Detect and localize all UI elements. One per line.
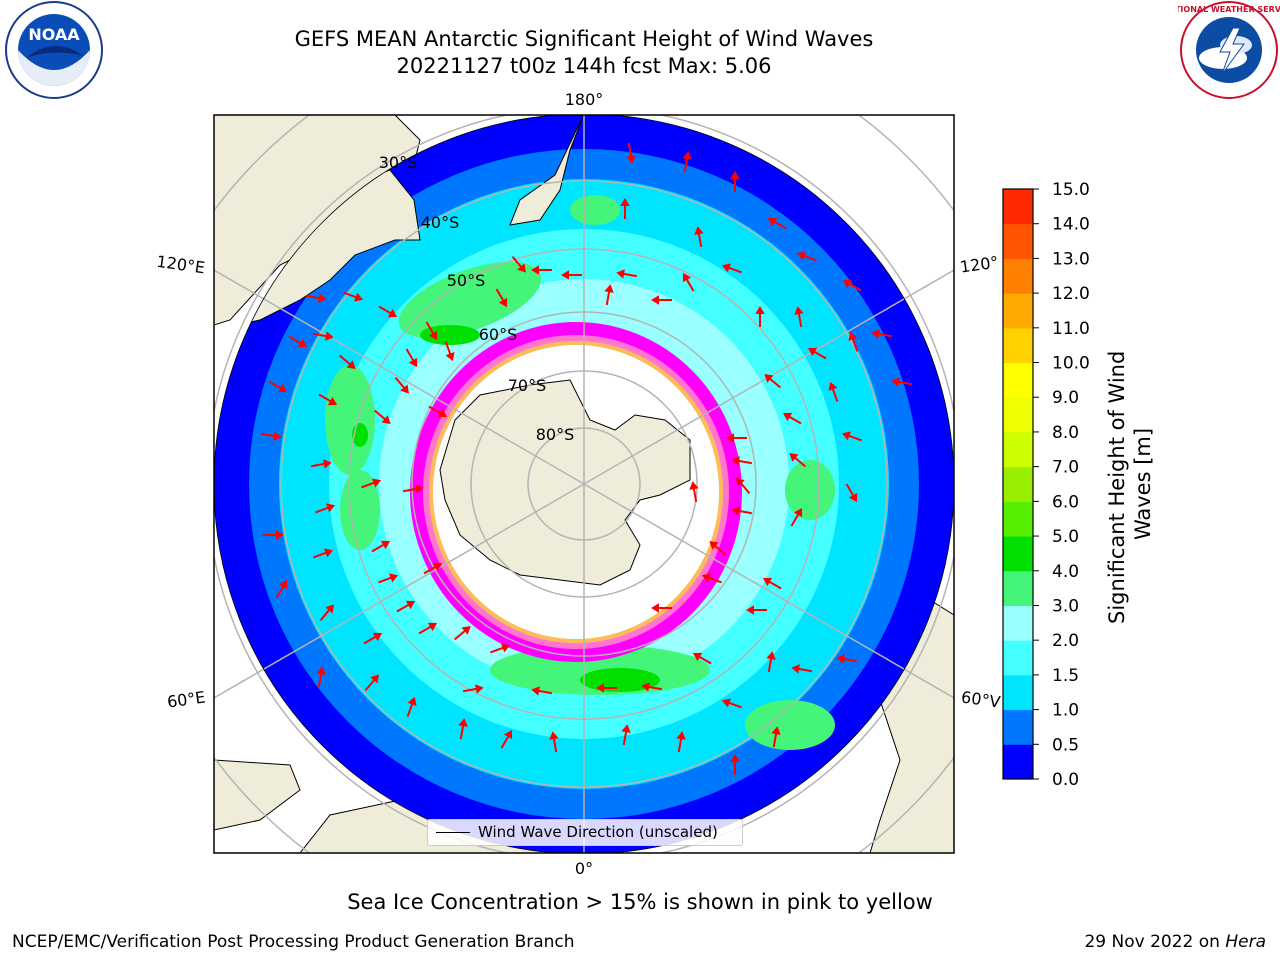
colorbar-tick-label: 5.0	[1052, 527, 1079, 547]
colorbar-label: Significant Height of Wind Waves [m]	[1105, 344, 1155, 624]
colorbar-segment	[1003, 640, 1033, 676]
colorbar-tick-label: 4.0	[1052, 562, 1079, 582]
colorbar-segment	[1003, 570, 1033, 606]
colorbar: 0.0 0.5 1.0 1.5 2.0 3.0 4.0 5.0 6.0 7.0 8.0 9.0 10.0…	[1002, 180, 1090, 790]
colorbar-segment	[1003, 397, 1033, 433]
colorbar-segment	[1003, 327, 1033, 364]
colorbar-tick-label: 0.0	[1052, 770, 1079, 790]
colorbar-segment	[1003, 189, 1033, 225]
colorbar-tick-label: 7.0	[1052, 458, 1079, 478]
colorbar-tick-label: 11.0	[1052, 319, 1090, 339]
lon-label-60e: 60°E	[166, 687, 207, 711]
colorbar-tick-label: 1.5	[1052, 666, 1079, 686]
colorbar-segment	[1003, 223, 1033, 259]
lat-label-60s: 60°S	[479, 325, 518, 344]
colorbar-tick-label: 12.0	[1052, 284, 1090, 304]
colorbar-segment	[1003, 431, 1033, 468]
chart-subtitle: 20221127 t00z 144h fcst Max: 5.06	[396, 54, 772, 78]
colorbar-tick-label: 10.0	[1052, 354, 1090, 374]
lon-label-0: 0°	[575, 859, 593, 878]
colorbar-segment	[1003, 466, 1033, 502]
lon-label-120e: 120°E	[155, 252, 206, 278]
colorbar-tick-label: 14.0	[1052, 215, 1090, 235]
colorbar-segment	[1003, 605, 1033, 641]
svg-text:NATIONAL WEATHER SERVICE: NATIONAL WEATHER SERVICE	[1178, 5, 1280, 14]
legend: Wind Wave Direction (unscaled)	[427, 819, 743, 846]
colorbar-segment	[1003, 293, 1033, 329]
colorbar-frame	[1002, 188, 1034, 780]
lon-label-120w: 120°	[959, 252, 1000, 276]
sea-ice-note: Sea Ice Concentration > 15% is shown in …	[347, 890, 933, 914]
colorbar-tick-label: 1.0	[1052, 701, 1079, 721]
colorbar-segment	[1003, 709, 1033, 745]
lat-label-70s: 70°S	[508, 376, 547, 395]
colorbar-tick-label: 2.0	[1052, 631, 1079, 651]
footer-credit: NCEP/EMC/Verification Post Processing Pr…	[12, 932, 575, 952]
footer-date-text: 29 Nov 2022 on	[1084, 932, 1226, 952]
chart-title: GEFS MEAN Antarctic Significant Height o…	[294, 27, 874, 51]
footer-date: 29 Nov 2022 on Hera	[1084, 932, 1266, 952]
colorbar-tick-label: 8.0	[1052, 423, 1079, 443]
colorbar-tick-label: 3.0	[1052, 596, 1079, 616]
wind-wave-arrows	[260, 142, 913, 775]
svg-text:NOAA: NOAA	[28, 25, 80, 44]
colorbar-tick-label: 9.0	[1052, 388, 1079, 408]
colorbar-tick-label: 13.0	[1052, 249, 1090, 269]
colorbar-segment	[1003, 362, 1033, 398]
colorbar-segment	[1003, 536, 1033, 572]
legend-label: Wind Wave Direction (unscaled)	[478, 823, 718, 841]
colorbar-segment	[1003, 744, 1033, 780]
colorbar-segment	[1003, 501, 1033, 537]
lat-label-80s: 80°S	[536, 425, 575, 444]
colorbar-tick-label: 15.0	[1052, 180, 1090, 200]
nws-logo-icon: NATIONAL WEATHER SERVICE	[1178, 1, 1280, 99]
colorbar-tick-label: 6.0	[1052, 492, 1079, 512]
colorbar-segment	[1003, 674, 1033, 711]
lon-label-180: 180°	[565, 90, 604, 109]
lon-label-60w: 60°V	[960, 687, 1002, 711]
legend-line-icon	[436, 832, 470, 833]
footer-host: Hera	[1225, 932, 1266, 952]
graticule	[214, 115, 954, 853]
colorbar-segment	[1003, 258, 1033, 294]
lat-label-30s: 30°S	[379, 153, 418, 172]
colorbar-tick-label: 0.5	[1052, 735, 1079, 755]
noaa-logo-icon: NOAA	[5, 1, 103, 99]
lat-label-50s: 50°S	[447, 271, 486, 290]
lat-label-40s: 40°S	[421, 213, 460, 232]
